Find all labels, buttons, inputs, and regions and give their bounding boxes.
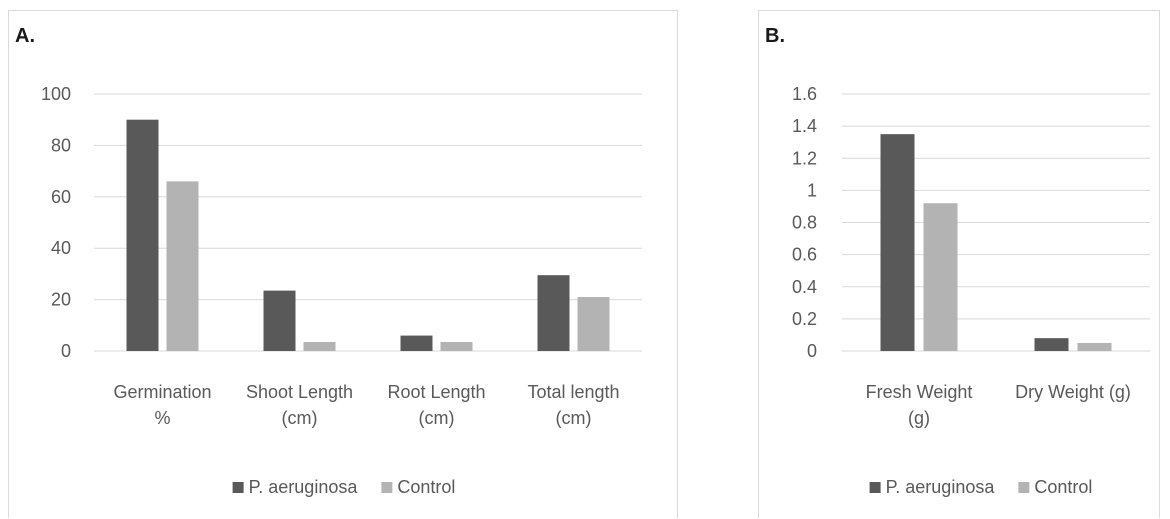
y-tick-label: 20 [51, 290, 71, 310]
y-tick-label: 100 [41, 84, 71, 104]
bar-p-aeruginosa [126, 119, 159, 351]
bar-p-aeruginosa [537, 275, 570, 351]
legend-swatch-control [381, 482, 393, 493]
y-tick-label: 40 [51, 238, 71, 258]
panel-label-b: B. [765, 25, 785, 47]
x-category-label: Dry Weight (g) [1015, 382, 1131, 402]
legend-label-control: Control [1034, 477, 1092, 497]
y-tick-label: 0.2 [792, 309, 817, 329]
legend-label-control: Control [397, 477, 455, 497]
legend: P. aeruginosa Control [869, 477, 1092, 497]
x-category-label: Root Length (cm) [387, 382, 485, 428]
y-tick-label: 1.4 [792, 116, 817, 136]
bar-control [303, 342, 336, 351]
legend-swatch-p-aeruginosa [869, 482, 881, 493]
chart-b-plot: 0 0.2 0.4 0.6 0.8 1 1.2 1.4 1.6 Fresh Weight (g) Dr… [792, 84, 1150, 497]
legend-swatch-p-aeruginosa [232, 482, 244, 493]
bar-p-aeruginosa [1034, 338, 1069, 351]
bar-p-aeruginosa [880, 134, 915, 351]
y-tick-label: 60 [51, 187, 71, 207]
bar-control [166, 181, 199, 351]
panel-label-a: A. [15, 25, 35, 47]
legend-label-p-aeruginosa: P. aeruginosa [249, 477, 359, 497]
y-tick-label: 0.6 [792, 245, 817, 265]
x-category-label: Total length (cm) [527, 382, 619, 428]
y-tick-label: 80 [51, 135, 71, 155]
y-tick-label: 1.2 [792, 148, 817, 168]
bar-control [577, 297, 610, 351]
legend: P. aeruginosa Control [232, 477, 455, 497]
y-tick-label: 1 [807, 180, 817, 200]
legend-label-p-aeruginosa: P. aeruginosa [886, 477, 996, 497]
bar-p-aeruginosa [400, 335, 433, 351]
legend-swatch-control [1018, 482, 1030, 493]
bar-control [923, 203, 958, 351]
x-category-label: Fresh Weight (g) [866, 382, 973, 428]
chart-a-plot: 0 20 40 60 80 100 Germination % Shoot Length (cm)… [41, 84, 642, 497]
chart-panel-b: B. 0 0.2 0.4 0.6 0.8 1 1.2 1.4 1.6 Fresh Weight (g… [758, 10, 1160, 518]
bar-control [440, 342, 473, 351]
y-tick-label: 0.4 [792, 277, 817, 297]
y-tick-label: 0 [807, 341, 817, 361]
bar-control [1077, 342, 1112, 351]
bar-p-aeruginosa [263, 290, 296, 351]
y-tick-label: 0.8 [792, 213, 817, 233]
x-category-label: Shoot Length (cm) [246, 382, 353, 428]
chart-panel-a: A. 0 20 40 60 80 100 Germination% Shoot Length(… [8, 10, 678, 518]
x-category-label: Germination% [113, 382, 211, 428]
y-tick-label: 1.6 [792, 84, 817, 104]
y-tick-label: 0 [61, 341, 71, 361]
